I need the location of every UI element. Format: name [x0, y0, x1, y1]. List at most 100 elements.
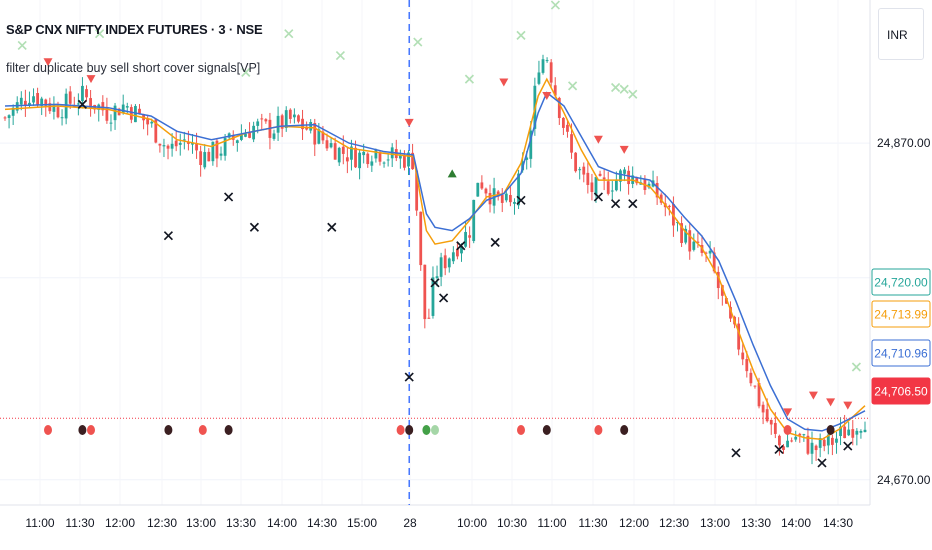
sell-triangle — [86, 75, 96, 84]
candle-body — [292, 114, 296, 118]
candle-body — [456, 249, 459, 257]
candle-body — [712, 252, 716, 272]
candle-body — [138, 108, 141, 114]
candle-body — [264, 119, 268, 122]
signal-dot — [826, 425, 835, 435]
candle-body — [680, 223, 683, 244]
price-label-box — [871, 300, 931, 328]
candle-body — [753, 385, 757, 387]
sell-triangle — [499, 78, 509, 87]
candle-body — [574, 152, 578, 172]
candle-body — [802, 434, 806, 436]
candle-body — [435, 276, 439, 279]
candle-body — [855, 430, 859, 435]
x-tick-label: 14:00 — [267, 516, 297, 530]
x-tick-label: 14:30 — [307, 516, 337, 530]
candle-body — [321, 131, 325, 141]
candle-body — [288, 109, 292, 119]
candle-body — [366, 153, 370, 165]
signal-dot — [396, 425, 405, 435]
candle-body — [423, 264, 427, 320]
currency-button[interactable]: INR — [878, 8, 924, 60]
signal-cross-marker — [550, 0, 561, 10]
candle-body — [472, 199, 476, 242]
candle-body — [48, 103, 52, 112]
indicator-name: filter duplicate buy sell short cover si… — [6, 61, 261, 75]
candle-body — [460, 246, 463, 254]
candle-body — [166, 145, 170, 149]
candle-body — [227, 133, 231, 138]
candle-body — [655, 182, 659, 198]
candle-body — [729, 306, 732, 319]
cover-cross-marker — [163, 231, 174, 241]
candle-body — [150, 121, 154, 124]
x-tick-label: 11:30 — [65, 516, 94, 530]
cover-cross-marker — [249, 222, 260, 232]
candle-body — [749, 372, 753, 384]
candle-body — [790, 440, 794, 442]
candle-body — [28, 102, 31, 106]
candle-body — [350, 146, 353, 160]
candle-body — [297, 115, 300, 122]
sell-triangle — [808, 391, 818, 400]
candle-body — [56, 107, 60, 118]
candle-body — [374, 149, 378, 159]
candle-body — [81, 85, 84, 102]
signal-dot — [620, 425, 629, 435]
candle-body — [211, 141, 215, 162]
signal-dot — [44, 425, 52, 435]
candle-body — [500, 194, 504, 203]
signal-dot — [517, 425, 525, 435]
candle-body — [341, 146, 345, 154]
signal-cross-marker — [17, 40, 27, 51]
candle-body — [378, 151, 382, 162]
candle-body — [358, 152, 361, 169]
candle-body — [635, 177, 639, 184]
candle-body — [199, 151, 203, 166]
candle-body — [610, 190, 614, 192]
cover-cross-marker — [77, 99, 88, 109]
candle-body — [786, 440, 789, 448]
candle-body — [52, 105, 56, 112]
candle-body — [847, 429, 851, 436]
candle-body — [121, 104, 125, 114]
candle-body — [708, 250, 712, 254]
candle-body — [598, 173, 602, 176]
candle-body — [594, 177, 598, 196]
candle-body — [720, 285, 724, 296]
signal-dot — [78, 425, 87, 435]
candle-body — [443, 255, 447, 269]
cover-cross-marker — [843, 441, 853, 451]
candle-body — [627, 170, 631, 185]
x-tick-label: 14:00 — [781, 516, 811, 530]
candle-body — [468, 235, 472, 238]
candle-body — [553, 85, 557, 96]
candle-body — [68, 91, 72, 104]
candle-body — [162, 145, 166, 147]
signal-dot — [198, 425, 207, 435]
candle-body — [187, 142, 190, 144]
candle-body — [3, 117, 7, 119]
candle-body — [333, 143, 337, 160]
cover-cross-marker — [327, 222, 337, 232]
price-label: 24,710.96 — [874, 347, 928, 361]
candle-body — [40, 98, 44, 106]
candle-body — [411, 152, 414, 170]
candle-body — [851, 429, 855, 438]
signal-dot — [542, 425, 551, 435]
candle-body — [36, 92, 40, 105]
candle-body — [419, 211, 423, 266]
candle-body — [529, 130, 533, 159]
candle-body — [11, 107, 15, 116]
candle-body — [129, 107, 133, 120]
candle-body — [252, 125, 256, 140]
candle-body — [557, 97, 561, 119]
candle-body — [276, 115, 280, 133]
x-tick-label: 15:00 — [347, 516, 377, 530]
candle-body — [182, 139, 186, 141]
x-tick-label: 10:30 — [497, 516, 527, 530]
signal-dot — [224, 425, 233, 435]
candle-body — [570, 134, 573, 153]
candle-body — [32, 96, 35, 103]
